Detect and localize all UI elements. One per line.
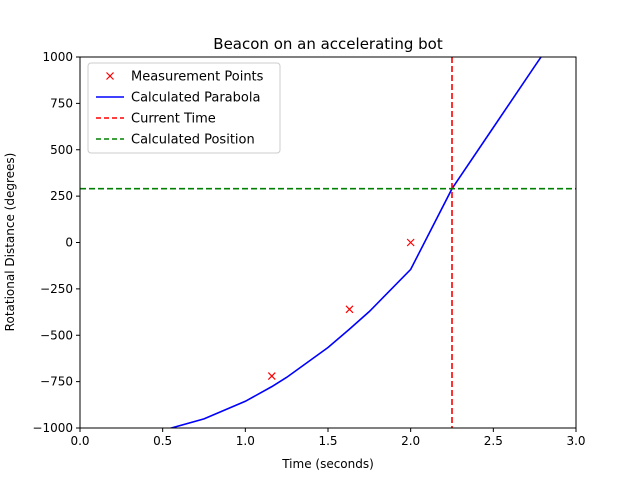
legend-label: Current Time	[131, 112, 216, 127]
chart-title: Beacon on an accelerating bot	[213, 35, 443, 53]
legend-label: Calculated Parabola	[131, 91, 260, 106]
y-axis-label: Rotational Distance (degrees)	[3, 153, 17, 332]
x-tick-label: 1.0	[236, 434, 255, 448]
y-tick-label: −750	[40, 375, 73, 389]
y-tick-label: −250	[40, 282, 73, 296]
x-tick-label: 2.0	[401, 434, 420, 448]
x-tick-label: 2.5	[484, 434, 503, 448]
legend-label: Calculated Position	[131, 133, 255, 148]
legend: Measurement Points Calculated Parabola Cur…	[87, 62, 281, 154]
measurement-point-stroke	[267, 372, 276, 380]
x-tick-label: 3.0	[566, 434, 585, 448]
legend-label: Measurement Points	[131, 70, 264, 85]
x-tick-label: 1.5	[318, 434, 337, 448]
x-tick-label: 0.0	[70, 434, 89, 448]
legend-marker-x	[106, 72, 114, 80]
measurement-point-stroke	[406, 238, 415, 247]
series-line-calculated-parabola	[168, 57, 542, 428]
x-tick-label: 0.5	[153, 434, 172, 448]
measurement-point-stroke	[345, 305, 354, 314]
x-axis-label: Time (seconds)	[281, 457, 374, 471]
measurement-point	[267, 372, 276, 380]
axis-ticks: 0.0 0.5 1.0 1.5 2.0 2.5 3.0 −1000 −750 −500 −250 0 2…	[32, 50, 585, 448]
measurement-point	[406, 238, 415, 247]
measurement-point	[345, 305, 354, 314]
y-tick-label: 500	[50, 143, 73, 157]
y-tick-label: 750	[50, 96, 73, 110]
y-tick-label: −1000	[32, 421, 73, 435]
y-tick-label: 0	[65, 236, 73, 250]
y-tick-label: 250	[50, 189, 73, 203]
plot-area	[80, 57, 576, 428]
legend-box	[87, 62, 281, 154]
y-tick-label: 1000	[42, 50, 73, 64]
y-tick-label: −500	[40, 328, 73, 342]
